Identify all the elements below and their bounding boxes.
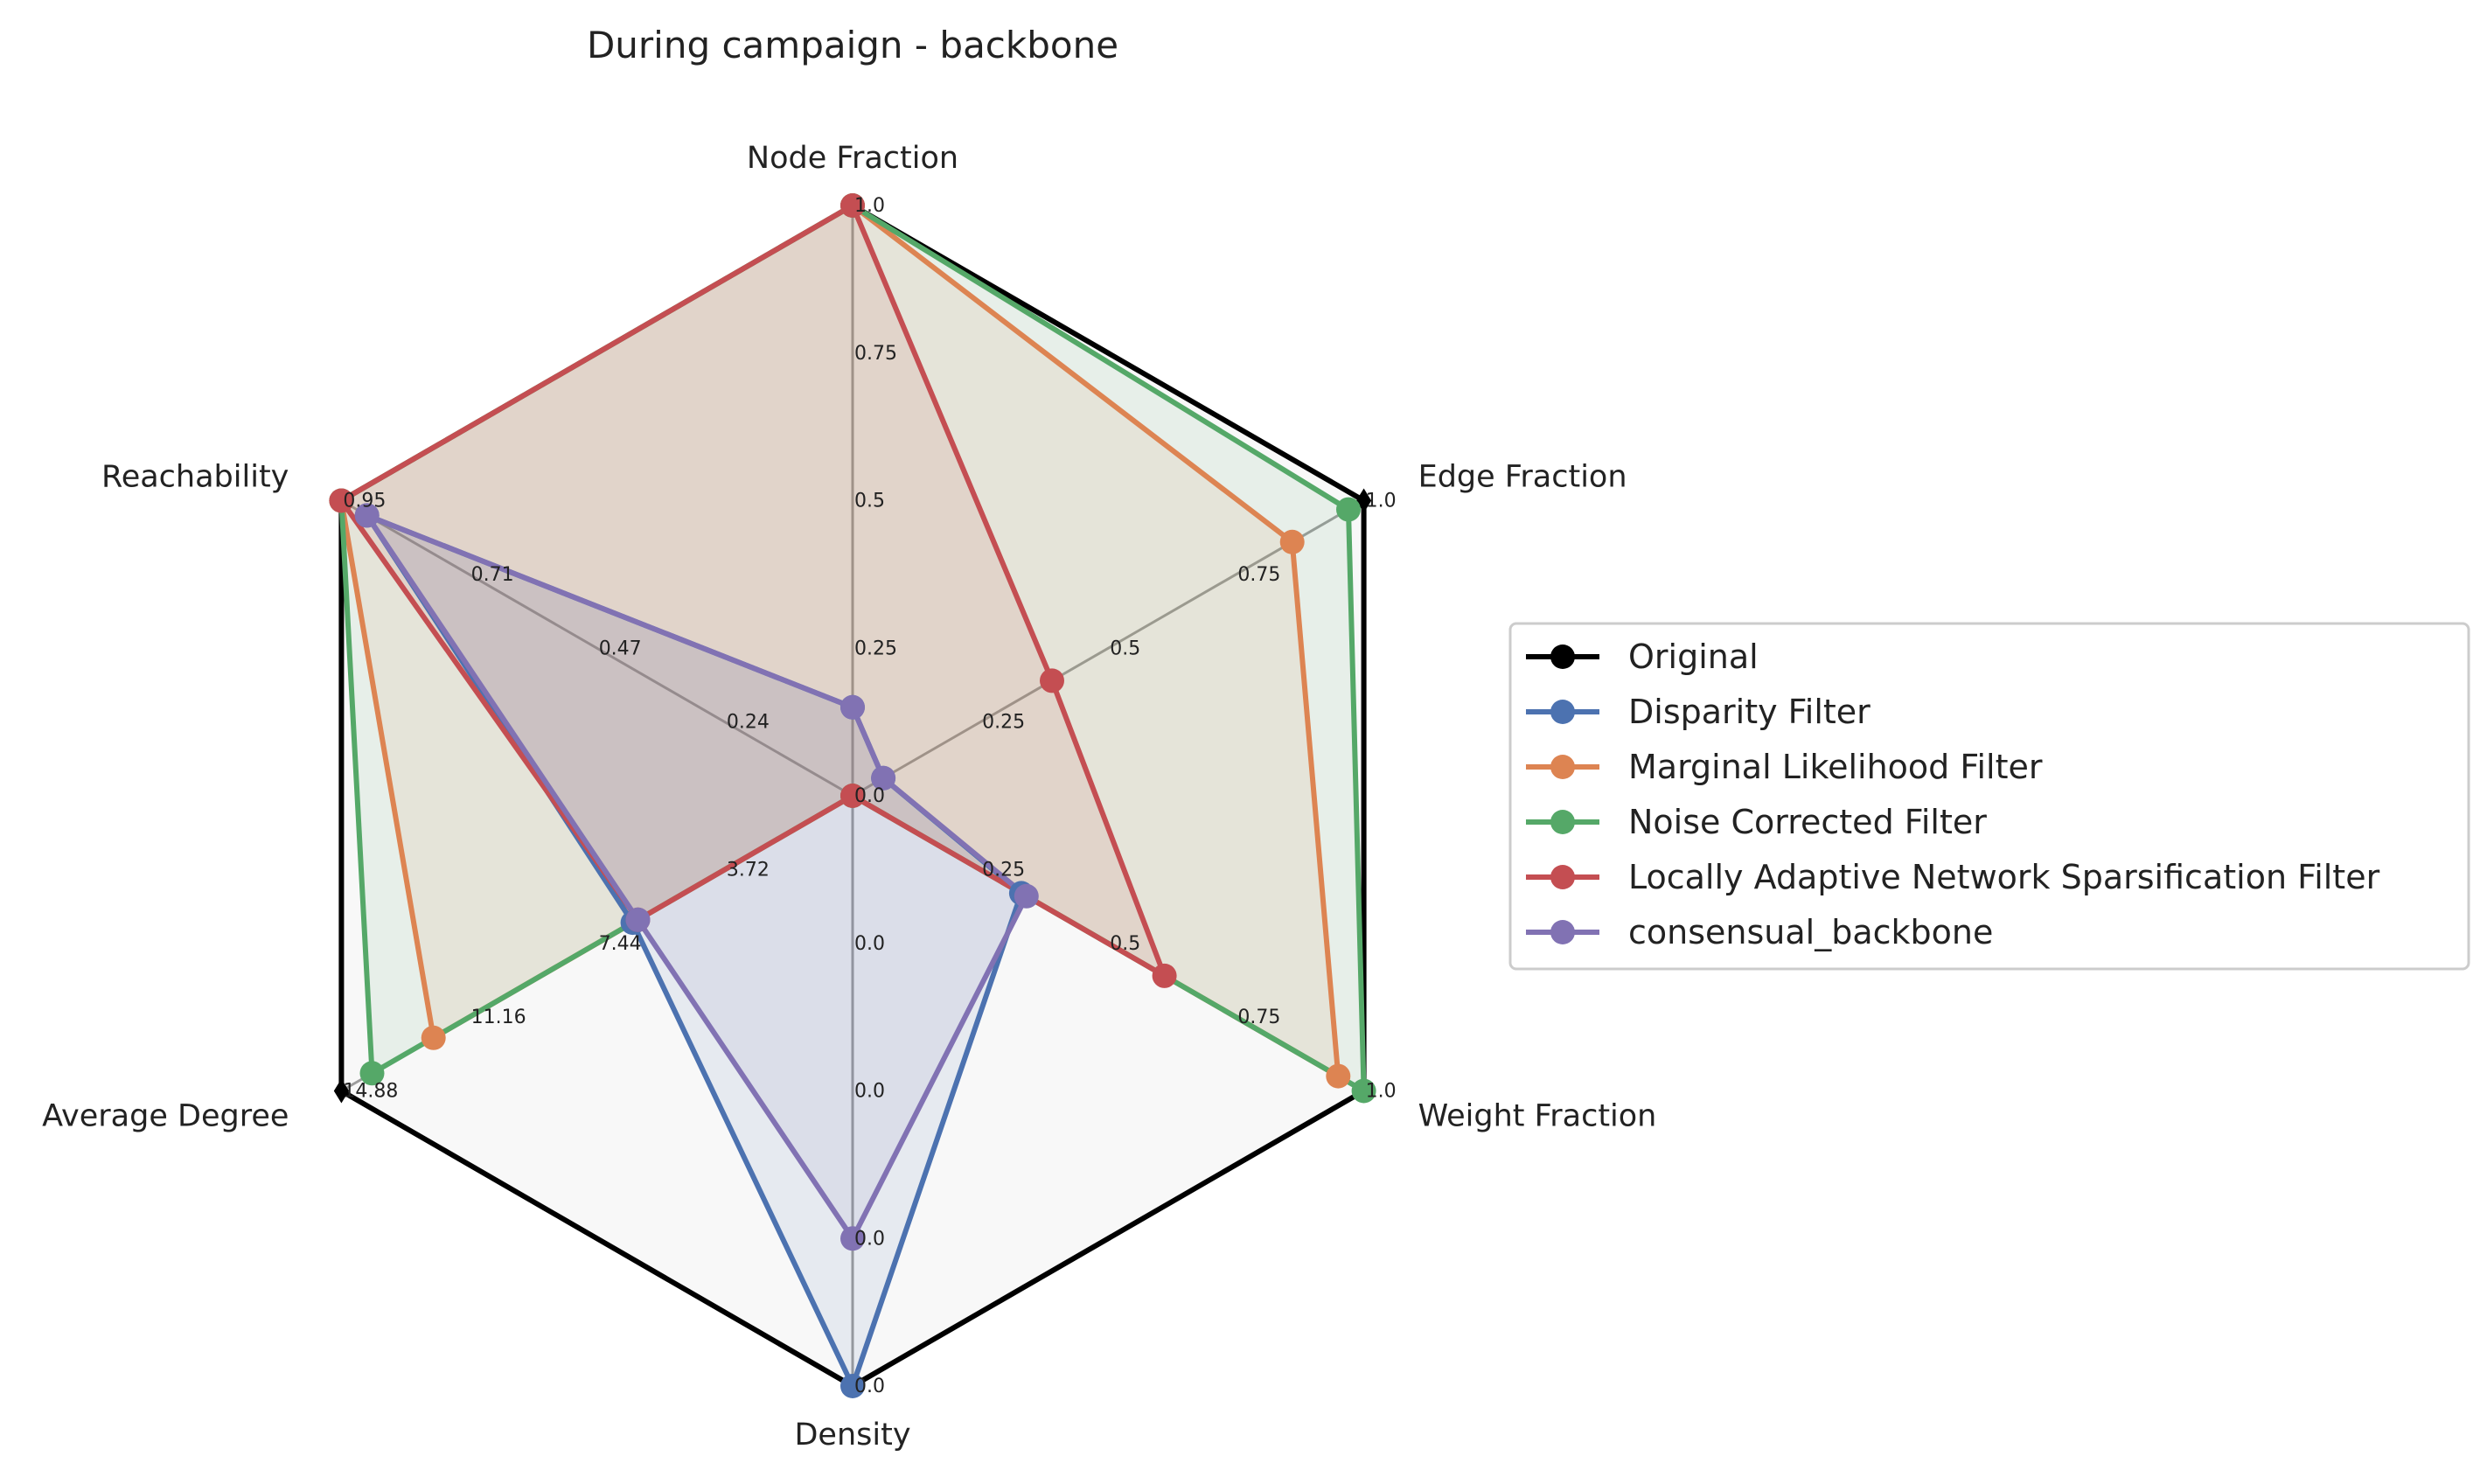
point-locally-adaptive-network-sparsification-filter-density [840, 784, 865, 808]
legend-marker-locally-adaptive-network-sparsification-filter [1550, 865, 1575, 889]
tick-label-weight-fraction-3: 0.75 [1237, 1007, 1280, 1028]
legend-marker-noise-corrected-filter [1550, 810, 1575, 834]
spoke-edge-fraction [852, 499, 1365, 798]
legend-label-original: Original [1628, 637, 1759, 676]
tick-label-edge-fraction-2: 0.5 [1110, 637, 1140, 659]
point-original-edge-fraction [1355, 488, 1372, 513]
point-disparity-filter-density [840, 1374, 865, 1398]
point-noise-corrected-filter-edge-fraction [1336, 497, 1361, 522]
series-fill-disparity-filter [366, 515, 1021, 1386]
tick-label-average-degree-3: 11.16 [471, 1007, 526, 1028]
tick-label-reachability-4: 0.95 [343, 491, 386, 512]
point-noise-corrected-filter-weight-fraction [1351, 1078, 1376, 1104]
point-consensual-backbone-average-degree [625, 907, 651, 932]
axis-label-density: Density [794, 1418, 910, 1453]
tick-label-density-1: 0.0 [854, 933, 885, 955]
axis-label-weight-fraction: Weight Fraction [1418, 1099, 1657, 1134]
legend: Original Disparity Filter Marginal Likelih… [1508, 622, 2470, 971]
legend-label-disparity-filter: Disparity Filter [1628, 693, 1870, 731]
tick-label-edge-fraction-1: 0.25 [982, 712, 1025, 734]
point-locally-adaptive-network-sparsification-filter-weight-fraction [1152, 963, 1177, 988]
tick-label-node-fraction-4: 1.0 [854, 195, 885, 217]
tick-label-average-degree-1: 3.72 [727, 859, 770, 881]
spoke-reachability [340, 499, 853, 798]
axis-label-node-fraction: Node Fraction [747, 141, 958, 176]
point-consensual-backbone-density [840, 1226, 865, 1251]
tick-label-node-fraction-3: 0.75 [854, 343, 897, 365]
tick-label-average-degree-2: 7.44 [599, 933, 642, 955]
tick-label-reachability-1: 0.24 [727, 712, 770, 734]
legend-label-marginal-likelihood-filter: Marginal Likelihood Filter [1628, 748, 2043, 786]
point-original-average-degree [333, 1078, 350, 1104]
tick-label-weight-fraction-1: 0.25 [982, 859, 1025, 881]
axis-labels: Node Fraction Edge Fraction Weight Fractio… [42, 141, 1656, 1453]
series-fill-consensual-backbone [366, 515, 1027, 1239]
tick-label-weight-fraction-4: 1.0 [1366, 1081, 1397, 1103]
legend-label-locally-adaptive-network-sparsification-filter: Locally Adaptive Network Sparsification … [1628, 858, 2380, 896]
point-locally-adaptive-network-sparsification-filter-edge-fraction [1040, 668, 1064, 693]
point-locally-adaptive-network-sparsification-filter-node-fraction [840, 193, 865, 218]
axis-label-average-degree: Average Degree [42, 1099, 289, 1134]
legend-marker-original [1550, 644, 1575, 669]
axis-label-edge-fraction: Edge Fraction [1418, 460, 1627, 495]
point-consensual-backbone-node-fraction [840, 694, 865, 720]
tick-label-weight-fraction-2: 0.5 [1110, 933, 1140, 955]
tick-label-reachability-2: 0.47 [599, 637, 642, 659]
tick-label-node-fraction-2: 0.5 [854, 491, 885, 512]
legend-marker-marginal-likelihood-filter [1550, 755, 1575, 779]
legend-label-noise-corrected-filter: Noise Corrected Filter [1628, 803, 1987, 841]
point-noise-corrected-filter-average-degree [359, 1061, 385, 1086]
tick-label-density-3: 0.0 [854, 1228, 885, 1250]
axis-label-reachability: Reachability [101, 460, 289, 495]
point-marginal-likelihood-filter-edge-fraction [1279, 529, 1305, 554]
point-marginal-likelihood-filter-average-degree [421, 1025, 446, 1050]
tick-label-reachability-3: 0.71 [471, 564, 514, 586]
tick-label-edge-fraction-3: 0.75 [1237, 564, 1280, 586]
point-marginal-likelihood-filter-weight-fraction [1326, 1063, 1351, 1089]
tick-label-average-degree-4: 14.88 [343, 1081, 398, 1103]
tick-label-density-4: 0.0 [854, 1376, 885, 1397]
legend-label-consensual-backbone: consensual_backbone [1628, 913, 1993, 951]
chart-title: During campaign - backbone [587, 24, 1118, 66]
tick-label-edge-fraction-4: 1.0 [1366, 491, 1397, 512]
point-locally-adaptive-network-sparsification-filter-reachability [329, 488, 354, 513]
point-consensual-backbone-edge-fraction [871, 765, 896, 791]
legend-marker-consensual-backbone [1550, 920, 1575, 944]
tick-labels: 0.0 0.25 0.5 0.75 1.0 0.25 0.5 0.75 1.0 0.25 0.5 0.… [343, 195, 1396, 1397]
tick-label-node-fraction-1: 0.25 [854, 637, 897, 659]
tick-label-density-2: 0.0 [854, 1081, 885, 1103]
point-consensual-backbone-reachability [354, 503, 380, 528]
tick-label-center: 0.0 [854, 785, 885, 807]
series-markers [329, 193, 1376, 1398]
point-consensual-backbone-weight-fraction [1014, 883, 1039, 909]
legend-frame [1508, 622, 2470, 971]
legend-marker-disparity-filter [1550, 700, 1575, 724]
